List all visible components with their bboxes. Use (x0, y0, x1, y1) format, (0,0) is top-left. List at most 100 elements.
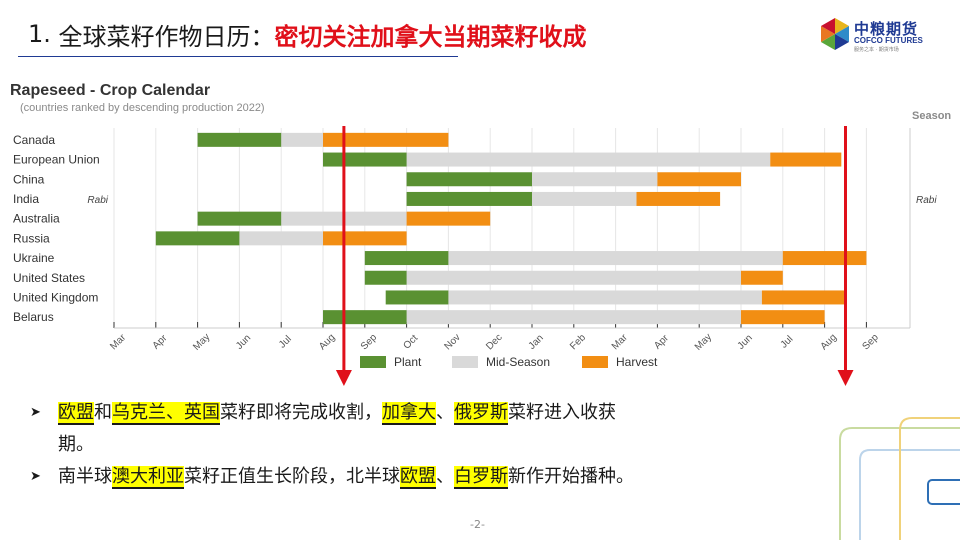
harvest-bar (323, 231, 407, 246)
legend-label: Plant (394, 355, 422, 369)
mid-season-bar (406, 152, 771, 167)
bullet-1-text: 欧盟和乌克兰、英国菜籽即将完成收割，加拿大、俄罗斯菜籽进入收获 (58, 400, 616, 426)
x-tick-label: Jul (277, 334, 294, 351)
country-label: European Union (13, 153, 100, 167)
slide-title: 1. 全球菜籽作物日历： 密切关注加拿大当期菜籽收成 (28, 14, 587, 54)
bullet-2: ➤ 南半球澳大利亚菜籽正值生长阶段，北半球欧盟、白罗斯新作开始播种。 (30, 464, 830, 490)
x-tick-label: Mar (108, 332, 128, 352)
bullet-2-text: 菜籽正值生长阶段，北半球 (184, 466, 400, 487)
logo-slogan: 服务之本 · 期货市场 (854, 47, 899, 53)
bullet-1-highlight: 乌克兰、英国 (112, 402, 220, 425)
plant-bar (364, 270, 407, 285)
bullet-2-text: 新作开始播种。 (508, 466, 634, 487)
x-tick-label: Aug (819, 332, 839, 352)
x-tick-label: Oct (401, 333, 420, 352)
x-tick-label: Jan (527, 333, 546, 352)
x-tick-label: Apr (652, 332, 671, 351)
mid-season-bar (448, 251, 783, 266)
plant-bar (406, 172, 532, 187)
mid-season-bar (281, 132, 323, 147)
plant-bar (155, 231, 240, 246)
x-tick-label: Dec (484, 332, 504, 352)
plant-bar (323, 152, 407, 167)
mid-season-bar (406, 310, 741, 325)
harvest-bar (741, 270, 783, 285)
harvest-bar (657, 172, 741, 187)
title-underline (18, 56, 458, 57)
x-tick-label: Nov (442, 332, 462, 352)
country-label: India (13, 192, 39, 206)
harvest-bar (761, 290, 846, 305)
mid-season-bar (448, 290, 762, 305)
company-logo: 中粮期货 COFCO FUTURES 服务之本 · 期货市场 (818, 16, 938, 54)
harvest-bar (770, 152, 842, 167)
legend-swatch (360, 356, 386, 368)
arrow-bullet-icon: ➤ (30, 405, 41, 420)
crop-calendar-chart: Mar Apr May Jun Jul Aug Sep Oct Nov Dec Jan Feb Mar A… (13, 126, 937, 386)
chart-title: Rapeseed - Crop Calendar (10, 82, 211, 99)
bullet-2-highlight: 白罗斯 (454, 466, 508, 489)
title-highlight: 密切关注加拿大当期菜籽收成 (274, 22, 587, 51)
country-label: Ukraine (13, 251, 55, 265)
bullet-1-highlight: 欧盟 (58, 402, 94, 425)
bullet-1-highlight: 加拿大 (382, 402, 436, 425)
title-main: 全球菜籽作物日历： (58, 22, 275, 51)
x-tick-label: May (191, 332, 212, 353)
x-tick-label: Feb (568, 332, 588, 352)
country-label: Canada (13, 133, 55, 147)
harvest-bar (782, 251, 867, 266)
legend-swatch (582, 356, 608, 368)
season-header: Season (912, 110, 952, 122)
logo-en-text: COFCO FUTURES (854, 36, 923, 45)
harvest-bar (636, 191, 721, 206)
country-label: Russia (13, 231, 50, 245)
plant-bar (406, 191, 532, 206)
mid-season-bar (406, 270, 741, 285)
bullet-2-text: 南半球 (58, 466, 112, 487)
plant-bar (385, 290, 449, 305)
legend-label: Harvest (616, 355, 658, 369)
x-tick-label: Jun (234, 333, 253, 352)
bullet-list: ➤ 欧盟和乌克兰、英国菜籽即将完成收割，加拿大、俄罗斯菜籽进入收获 期。 ➤ 南… (30, 400, 830, 496)
country-label: United States (13, 271, 85, 285)
bullet-1-highlight: 俄罗斯 (454, 402, 508, 425)
x-tick-label: Aug (317, 332, 337, 352)
bullet-1-text: 菜籽即将完成收割， (220, 402, 382, 423)
bullet-1-text: 和 (94, 402, 112, 423)
country-label: Australia (13, 212, 60, 226)
country-label: Belarus (13, 310, 54, 324)
x-tick-label: Apr (151, 332, 170, 351)
plant-bar (323, 310, 407, 325)
bullet-1-text: 菜籽进入收获 (508, 402, 616, 423)
x-tick-label: May (693, 332, 714, 353)
harvest-bar (323, 132, 449, 147)
cofco-logo-icon (821, 18, 849, 50)
harvest-bar (741, 310, 825, 325)
bullet-1-continuation: 期。 (58, 434, 94, 455)
plant-bar (364, 251, 449, 266)
arrow-bullet-icon: ➤ (30, 469, 41, 484)
x-tick-label: Jul (779, 334, 796, 351)
decorative-corner-lines (839, 417, 960, 540)
mid-season-bar (532, 191, 637, 206)
marker-arrow-head (335, 370, 352, 386)
legend-swatch (452, 356, 478, 368)
plant-bar (197, 132, 282, 147)
country-label: China (13, 172, 45, 186)
harvest-bar (406, 211, 491, 226)
bullet-2-text: 、 (436, 466, 454, 487)
bullet-2-text: 南半球澳大利亚菜籽正值生长阶段，北半球欧盟、白罗斯新作开始播种。 (58, 464, 634, 490)
bullet-2-highlight: 澳大利亚 (112, 466, 184, 489)
bullet-1-text: 、 (436, 402, 454, 423)
logo-cn-text: 中粮期货 (854, 20, 919, 38)
country-label: United Kingdom (13, 290, 98, 304)
plant-bar (197, 211, 282, 226)
legend-label: Mid-Season (486, 355, 550, 369)
mid-season-bar (532, 172, 658, 187)
x-tick-label: Sep (359, 332, 380, 353)
x-tick-label: Jun (736, 333, 755, 352)
x-tick-label: Mar (610, 332, 630, 352)
x-tick-label: Sep (860, 332, 881, 353)
bullet-1: ➤ 欧盟和乌克兰、英国菜籽即将完成收割，加拿大、俄罗斯菜籽进入收获 (30, 400, 830, 426)
bullet-2-highlight: 欧盟 (400, 466, 436, 489)
